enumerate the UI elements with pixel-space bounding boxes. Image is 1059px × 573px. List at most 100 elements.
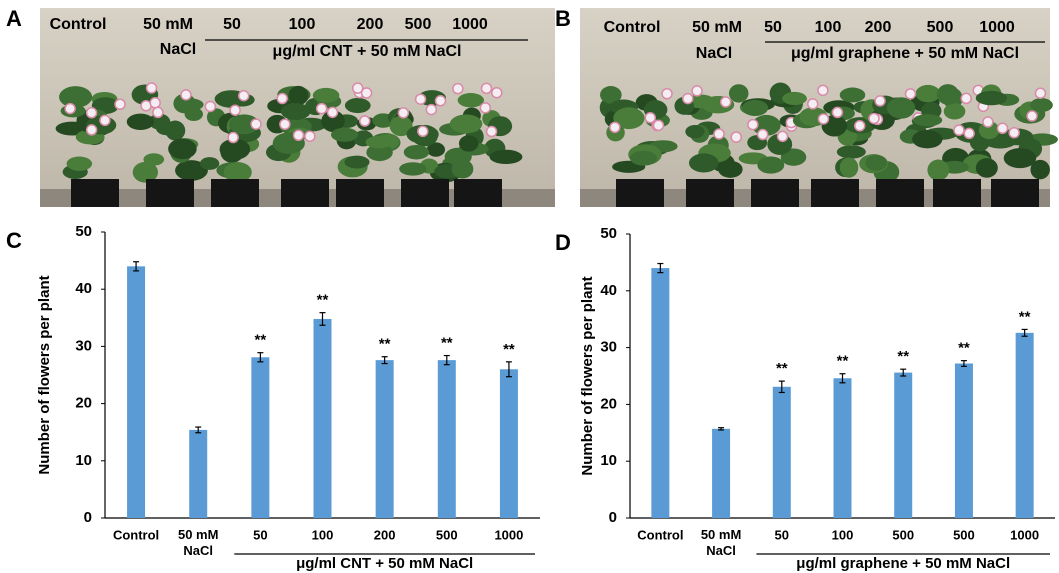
leaf (452, 159, 474, 178)
y-tick-label: 50 (75, 223, 92, 240)
bar (251, 357, 269, 518)
bar (500, 369, 518, 518)
flower (662, 89, 672, 99)
pot (281, 179, 329, 207)
bar (438, 360, 456, 518)
leaf (490, 150, 523, 164)
flower (653, 120, 663, 130)
flower (453, 84, 463, 94)
panel-letter: C (6, 228, 22, 253)
photo-label: 50 (223, 16, 241, 33)
pot (401, 179, 449, 207)
leaf (1030, 98, 1053, 112)
leaf (345, 98, 371, 113)
flower (317, 104, 327, 114)
bar (189, 430, 207, 518)
flower (1035, 88, 1045, 98)
x-tick-label: 500 (892, 527, 914, 542)
leaf (281, 103, 311, 120)
photo-label: 200 (865, 19, 892, 36)
leaf (168, 138, 197, 159)
flower (360, 116, 370, 126)
leaf (313, 88, 340, 103)
x-tick-label: 200 (374, 527, 396, 542)
leaf (344, 156, 369, 169)
photo-label: 50 mM (143, 16, 193, 33)
photo-label: 500 (405, 16, 432, 33)
flower (87, 125, 97, 135)
error-bar (718, 428, 724, 430)
flower (115, 99, 125, 109)
bar (314, 319, 332, 518)
flower (100, 115, 110, 125)
flower (228, 133, 238, 143)
flower (205, 101, 215, 111)
y-tick-label: 40 (600, 282, 617, 299)
flower (492, 88, 502, 98)
flower (1009, 128, 1019, 138)
leaf (331, 128, 358, 142)
significance-mark: ** (1019, 308, 1031, 325)
y-axis-label: Number of flowers per plant (36, 275, 53, 474)
leaf (976, 91, 1007, 105)
flower (480, 103, 490, 113)
bar (651, 268, 669, 518)
bar (834, 378, 852, 518)
y-axis-label: Number of flowers per plant (579, 276, 596, 475)
flower (147, 83, 157, 93)
significance-mark: ** (379, 336, 391, 353)
y-tick-label: 40 (75, 280, 92, 297)
x-tick-label: 50 (775, 527, 789, 542)
photo-label: NaCl (696, 45, 732, 62)
flower (277, 94, 287, 104)
leaf (67, 157, 93, 171)
photo-label: 500 (927, 19, 954, 36)
y-tick-label: 10 (75, 452, 92, 469)
significance-mark: ** (958, 340, 970, 357)
leaf (865, 155, 887, 171)
leaf (288, 86, 308, 105)
x-tick-label: 50 mMNaCl (701, 527, 741, 558)
flower (150, 98, 160, 108)
bar (955, 364, 973, 518)
figure: AControl50 mMNaCl501002005001000μg/ml CN… (0, 0, 1059, 573)
flower (905, 89, 915, 99)
pot (146, 179, 194, 207)
significance-mark: ** (776, 360, 788, 377)
y-tick-label: 0 (84, 509, 92, 526)
flower (645, 113, 655, 123)
leaf (127, 114, 154, 130)
flower (65, 104, 75, 114)
significance-mark: ** (837, 353, 849, 370)
photo-label: Control (604, 19, 661, 36)
x-tick-label: 1000 (494, 527, 523, 542)
leaf (976, 158, 998, 178)
flower (294, 130, 304, 140)
x-tick-label: 100 (832, 527, 854, 542)
photo-label: 50 (764, 19, 782, 36)
flower (818, 114, 828, 124)
x-tick-label: 500 (436, 527, 458, 542)
flower (362, 88, 372, 98)
flower (418, 126, 428, 136)
flower (87, 108, 97, 118)
leaf (458, 93, 484, 107)
leaf (944, 103, 966, 119)
pot (876, 179, 924, 207)
pot (991, 179, 1039, 207)
flower (181, 90, 191, 100)
pot (71, 179, 119, 207)
leaf (404, 145, 429, 160)
group-label: μg/ml CNT + 50 mM NaCl (273, 43, 462, 60)
leaf (729, 84, 749, 102)
flower (435, 96, 445, 106)
significance-mark: ** (503, 341, 515, 358)
leaf (143, 153, 164, 165)
leaf (937, 84, 959, 105)
flower (416, 94, 426, 104)
flower (1027, 111, 1037, 121)
flower (855, 121, 865, 131)
group-label: μg/ml graphene + 50 mM NaCl (791, 45, 1019, 62)
y-tick-label: 10 (600, 452, 617, 469)
flower (487, 126, 497, 136)
